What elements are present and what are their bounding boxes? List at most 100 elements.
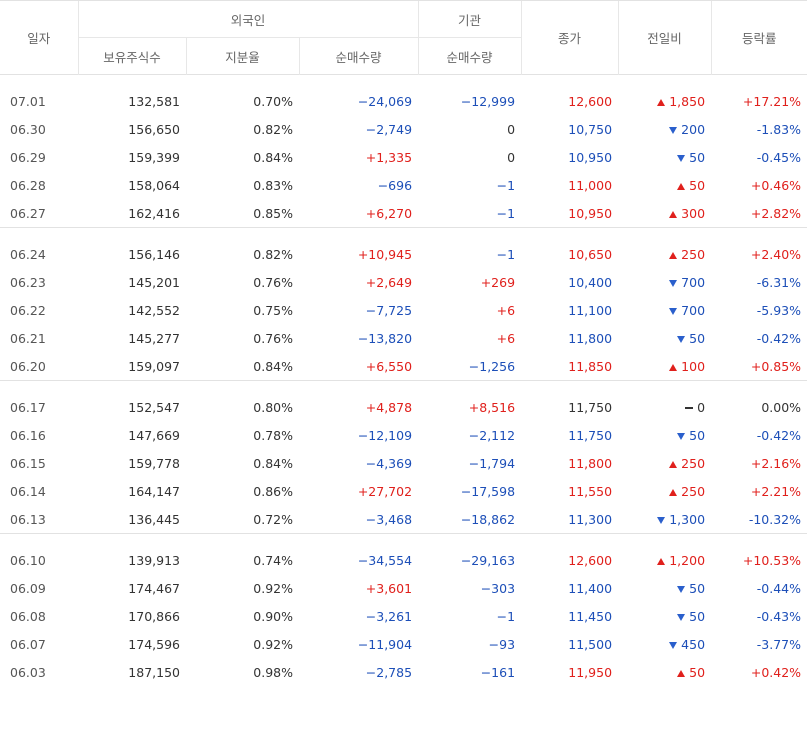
foreign-net-cell: −3,261 [365, 608, 413, 624]
date-cell: 06.08 [10, 608, 46, 624]
close-cell: 11,800 [568, 330, 613, 346]
change-value: 100 [681, 358, 706, 374]
foreign-net-cell: −696 [377, 177, 413, 193]
date-cell: 06.09 [10, 580, 46, 596]
inst-net-cell: 0 [507, 149, 516, 165]
holdings-cell: 162,416 [128, 205, 180, 221]
date-cell: 06.28 [10, 177, 46, 193]
table-row: 06.14 164,147 0.86% +27,702 −17,598 11,550 250… [0, 477, 807, 505]
rate-cell: -1.83% [756, 121, 802, 137]
close-cell: 11,000 [568, 177, 613, 193]
foreign-net-cell: −11,904 [357, 636, 413, 652]
holdings-cell: 132,581 [128, 93, 180, 109]
change-value: 50 [689, 149, 706, 165]
close-cell: 10,750 [568, 121, 613, 137]
change-value: 50 [689, 580, 706, 596]
foreign-net-cell: −2,749 [365, 121, 413, 137]
inst-net-cell: −17,598 [460, 483, 516, 499]
share-cell: 0.82% [253, 121, 293, 137]
inst-net-cell: +8,516 [468, 399, 516, 415]
inst-net-cell: 0 [507, 121, 516, 137]
table-row: 07.01 132,581 0.70% −24,069 −12,999 12,600 1,8… [0, 87, 807, 115]
header-close: 종가 [520, 0, 619, 75]
table-row: 06.30 156,650 0.82% −2,749 0 10,750 200 -1.83% [0, 115, 807, 143]
foreign-net-cell: −24,069 [357, 93, 413, 109]
arrow-up-icon [677, 182, 686, 190]
change-value: 700 [681, 302, 706, 318]
table-row: 06.23 145,201 0.76% +2,649 +269 10,400 700 -6.3… [0, 268, 807, 296]
holdings-cell: 159,399 [128, 149, 180, 165]
holdings-cell: 147,669 [128, 427, 180, 443]
change-cell: 1,850 [618, 87, 711, 115]
table-row: 06.08 170,866 0.90% −3,261 −1 11,450 50 -0.43% [0, 602, 807, 630]
share-cell: 0.86% [253, 483, 293, 499]
change-cell: 50 [618, 171, 711, 199]
change-cell: 200 [618, 115, 711, 143]
share-cell: 0.90% [253, 608, 293, 624]
arrow-up-icon [657, 98, 666, 106]
rate-cell: -0.42% [756, 427, 802, 443]
change-cell: 250 [618, 240, 711, 268]
foreign-net-cell: +1,335 [365, 149, 413, 165]
foreign-net-cell: −7,725 [365, 302, 413, 318]
holdings-cell: 170,866 [128, 608, 180, 624]
share-cell: 0.72% [253, 511, 293, 527]
foreign-net-cell: +27,702 [357, 483, 413, 499]
change-value: 300 [681, 205, 706, 221]
holdings-cell: 139,913 [128, 552, 180, 568]
rate-cell: 0.00% [761, 399, 802, 415]
arrow-down-icon [677, 613, 686, 621]
change-cell: 50 [618, 658, 711, 686]
change-cell: 50 [618, 324, 711, 352]
share-cell: 0.74% [253, 552, 293, 568]
arrow-up-icon [657, 557, 666, 565]
header-rate: 등락률 [710, 0, 807, 75]
rate-cell: +0.42% [750, 664, 802, 680]
holdings-cell: 145,277 [128, 330, 180, 346]
share-cell: 0.70% [253, 93, 293, 109]
inst-net-cell: −2,112 [468, 427, 516, 443]
header-inst-net: 순매수량 [417, 37, 522, 75]
date-cell: 06.21 [10, 330, 46, 346]
table-row: 06.16 147,669 0.78% −12,109 −2,112 11,750 50 -0… [0, 421, 807, 449]
arrow-up-icon [669, 460, 678, 468]
inst-net-cell: +269 [480, 274, 516, 290]
close-cell: 11,300 [568, 511, 613, 527]
investor-trading-table: 일자 외국인 기관 종가 전일비 등락률 보유주식수 지분율 순매수량 순매수량… [0, 0, 807, 686]
header-foreign-net: 순매수량 [298, 37, 419, 75]
inst-net-cell: −1 [496, 177, 516, 193]
table-row: 06.22 142,552 0.75% −7,725 +6 11,100 700 -5.93% [0, 296, 807, 324]
foreign-net-cell: +3,601 [365, 580, 413, 596]
share-cell: 0.76% [253, 330, 293, 346]
group-separator [0, 227, 807, 240]
arrow-up-icon [669, 251, 678, 259]
table-row: 06.20 159,097 0.84% +6,550 −1,256 11,850 100 +0… [0, 352, 807, 381]
date-cell: 06.29 [10, 149, 46, 165]
header-share: 지분율 [185, 37, 299, 75]
rate-cell: +10.53% [742, 552, 802, 568]
inst-net-cell: −29,163 [460, 552, 516, 568]
table-row: 06.24 156,146 0.82% +10,945 −1 10,650 250 +2.40… [0, 240, 807, 268]
foreign-net-cell: +2,649 [365, 274, 413, 290]
table-row: 06.28 158,064 0.83% −696 −1 11,000 50 +0.46% [0, 171, 807, 199]
close-cell: 11,750 [568, 427, 613, 443]
header-change: 전일비 [617, 0, 712, 75]
table-row: 06.09 174,467 0.92% +3,601 −303 11,400 50 -0.44… [0, 574, 807, 602]
arrow-down-icon [677, 335, 686, 343]
rate-cell: -0.44% [756, 580, 802, 596]
inst-net-cell: −1 [496, 246, 516, 262]
rate-cell: +2.82% [750, 205, 802, 221]
header-holdings: 보유주식수 [77, 37, 186, 75]
change-cell: 0 [618, 393, 711, 421]
change-cell: 250 [618, 449, 711, 477]
foreign-net-cell: −13,820 [357, 330, 413, 346]
close-cell: 10,400 [568, 274, 613, 290]
change-value: 200 [681, 121, 706, 137]
change-cell: 50 [618, 421, 711, 449]
date-cell: 06.23 [10, 274, 46, 290]
table-row: 06.07 174,596 0.92% −11,904 −93 11,500 450 -3.7… [0, 630, 807, 658]
close-cell: 11,450 [568, 608, 613, 624]
change-cell: 50 [618, 574, 711, 602]
date-cell: 06.30 [10, 121, 46, 137]
table-row: 06.13 136,445 0.72% −3,468 −18,862 11,300 1,30… [0, 505, 807, 534]
